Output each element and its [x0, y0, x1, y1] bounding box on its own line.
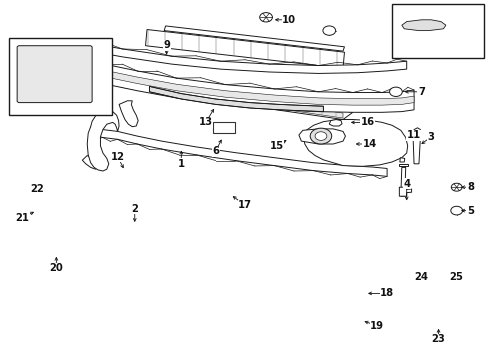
Circle shape	[15, 88, 26, 96]
Text: 3: 3	[428, 132, 435, 142]
Polygon shape	[299, 129, 345, 144]
Text: 12: 12	[111, 152, 124, 162]
Circle shape	[440, 39, 452, 48]
Text: 20: 20	[49, 263, 63, 273]
Polygon shape	[91, 43, 407, 73]
Polygon shape	[122, 81, 343, 118]
Text: 15: 15	[270, 141, 284, 151]
Text: 8: 8	[467, 182, 474, 192]
Polygon shape	[402, 20, 446, 31]
Text: 18: 18	[380, 288, 394, 298]
Circle shape	[24, 83, 34, 90]
Text: 13: 13	[199, 117, 213, 127]
Text: 19: 19	[370, 321, 384, 331]
Text: 16: 16	[361, 117, 374, 127]
Polygon shape	[213, 122, 235, 133]
Circle shape	[24, 58, 34, 65]
Circle shape	[310, 128, 332, 144]
Circle shape	[39, 58, 49, 65]
Circle shape	[260, 13, 272, 22]
Text: 1: 1	[178, 159, 185, 169]
Polygon shape	[69, 62, 414, 105]
Polygon shape	[413, 128, 420, 164]
Polygon shape	[329, 120, 342, 126]
Text: 14: 14	[363, 139, 377, 149]
Bar	[9, 38, 112, 115]
Polygon shape	[121, 79, 353, 120]
Polygon shape	[149, 86, 323, 112]
Circle shape	[39, 83, 49, 90]
Text: 4: 4	[403, 179, 410, 189]
Polygon shape	[399, 187, 412, 196]
Circle shape	[315, 132, 327, 140]
Circle shape	[451, 183, 462, 191]
Circle shape	[59, 70, 69, 77]
Polygon shape	[146, 30, 344, 68]
Polygon shape	[91, 127, 387, 176]
Text: 24: 24	[415, 272, 428, 282]
Polygon shape	[164, 26, 344, 51]
Polygon shape	[399, 164, 408, 166]
Text: 17: 17	[238, 200, 252, 210]
Polygon shape	[304, 120, 408, 166]
Circle shape	[21, 105, 33, 114]
Text: 25: 25	[449, 272, 463, 282]
Circle shape	[390, 87, 402, 96]
Text: 7: 7	[418, 87, 425, 97]
Circle shape	[451, 206, 463, 215]
Polygon shape	[69, 56, 414, 112]
Polygon shape	[82, 156, 98, 169]
Polygon shape	[400, 158, 405, 162]
Text: 23: 23	[432, 334, 445, 344]
Text: 9: 9	[163, 40, 170, 50]
Polygon shape	[119, 101, 138, 127]
Polygon shape	[87, 110, 119, 171]
Text: 6: 6	[212, 146, 219, 156]
Text: 10: 10	[282, 15, 296, 25]
Text: 22: 22	[30, 184, 44, 194]
Text: 5: 5	[467, 206, 474, 216]
Circle shape	[406, 39, 417, 48]
Circle shape	[323, 26, 336, 35]
Polygon shape	[17, 46, 92, 103]
Text: 11: 11	[407, 130, 421, 140]
Text: 21: 21	[15, 213, 29, 223]
Text: 2: 2	[131, 204, 138, 214]
Bar	[392, 4, 484, 58]
Polygon shape	[401, 167, 406, 196]
